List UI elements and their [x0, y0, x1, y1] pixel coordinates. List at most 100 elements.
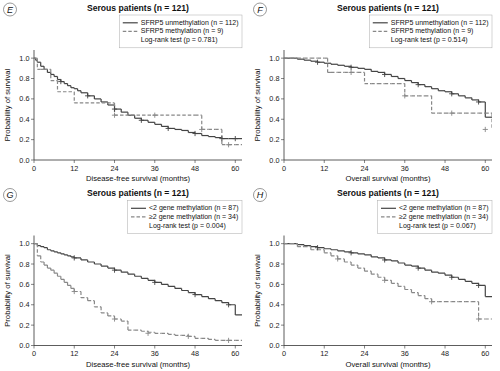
y-tick	[281, 139, 284, 140]
x-tick-label: 12	[320, 349, 328, 358]
step-segment	[371, 274, 378, 275]
step-segment	[324, 252, 331, 253]
step-segment	[304, 60, 311, 61]
plot-area	[34, 236, 242, 346]
step-segment	[175, 288, 182, 289]
step-segment	[235, 144, 242, 145]
figure: 012243648600.00.20.40.60.81.0Disease-fre…	[0, 0, 500, 371]
y-tick-label: 0.4	[19, 115, 29, 124]
censor-mark	[476, 99, 481, 104]
censor-mark	[335, 256, 340, 261]
step-segment	[291, 58, 298, 59]
y-tick-label: 1.0	[269, 54, 279, 63]
censor-mark	[219, 136, 224, 141]
step-segment	[458, 279, 465, 280]
step-segment	[195, 115, 202, 116]
step-segment	[385, 83, 392, 84]
legend: <2 gene methylation (n = 87)≥2 gene meth…	[127, 201, 242, 234]
y-tick	[31, 284, 34, 285]
step-segment	[148, 280, 155, 281]
censor-mark	[382, 257, 387, 262]
step-segment	[101, 265, 108, 266]
step-segment	[371, 256, 378, 257]
legend-entry: Log-rank test (p = 0.004)	[149, 222, 226, 230]
step-segment	[371, 83, 378, 84]
y-tick	[31, 160, 34, 161]
legend-swatch	[373, 22, 388, 23]
step-segment	[215, 340, 222, 341]
step-segment	[479, 113, 486, 114]
panel: 012243648600.00.20.40.60.81.0Disease-fre…	[3, 3, 242, 184]
title: Serous patients (n = 121)	[87, 188, 189, 198]
x-tick-label: 48	[441, 349, 449, 358]
y-tick	[281, 264, 284, 265]
step-segment	[222, 302, 229, 303]
x-axis-line	[284, 345, 492, 346]
step-segment	[371, 71, 378, 72]
y-tick-label: 0.2	[269, 321, 279, 330]
panel: 012243648600.00.20.40.60.81.0Overall sur…	[253, 3, 492, 184]
censor-mark	[166, 126, 171, 131]
step-segment	[445, 91, 452, 92]
x-tick-label: 0	[282, 349, 286, 358]
y-axis-line	[34, 50, 35, 160]
legend-swatch	[123, 31, 138, 32]
step-segment	[378, 277, 385, 278]
x-tick-label: 48	[191, 349, 199, 358]
plot-area	[284, 50, 492, 160]
step-segment	[57, 91, 74, 92]
censor-mark	[72, 255, 77, 260]
panel-label-circle	[254, 189, 267, 202]
censor-mark	[449, 91, 454, 96]
step-segment	[51, 80, 58, 81]
legend-entry: SFRP5 methylation (n = 9)	[391, 27, 474, 35]
censor-mark	[186, 334, 191, 339]
step-segment	[405, 80, 412, 81]
step-segment	[215, 137, 222, 138]
x-tick-label: 12	[320, 164, 328, 173]
x-tick-label: 0	[32, 349, 36, 358]
legend-entry: <2 gene methylation (n = 87)	[399, 204, 489, 212]
step-segment	[398, 262, 405, 263]
step-segment	[208, 136, 215, 137]
step-segment	[215, 300, 222, 301]
legend-swatch	[123, 22, 138, 23]
y-tick-label: 0.4	[269, 115, 279, 124]
y-tick	[31, 243, 34, 244]
legend-entry: Log-rank test (p = 0.067)	[399, 222, 476, 230]
step-segment	[141, 278, 148, 279]
step-segment	[208, 339, 215, 340]
step-segment	[338, 65, 345, 66]
step-segment	[411, 95, 418, 96]
step-segment	[297, 58, 304, 59]
step-segment	[155, 124, 162, 125]
step-segment	[425, 95, 432, 96]
y-tick-label: 0.6	[19, 280, 29, 289]
x-axis-line	[34, 345, 242, 346]
y-tick	[31, 345, 34, 346]
step-segment	[121, 112, 128, 113]
step-segment	[81, 259, 88, 260]
y-tick	[31, 304, 34, 305]
censor-mark	[112, 113, 117, 118]
step-segment	[432, 113, 439, 114]
legend-swatch	[131, 208, 146, 209]
step-segment	[175, 129, 182, 130]
step-segment	[135, 276, 142, 277]
censor-mark	[382, 278, 387, 283]
y-axis-label: Probability of survival	[3, 68, 12, 141]
panel-label: G	[6, 190, 13, 200]
y-tick	[31, 78, 34, 79]
step-segment	[304, 58, 311, 59]
y-axis-line	[284, 236, 285, 346]
legend-swatch	[131, 216, 146, 217]
data-layer	[284, 244, 492, 322]
step-segment	[155, 115, 195, 116]
step-segment	[378, 83, 385, 84]
y-tick	[31, 264, 34, 265]
censor-mark	[112, 268, 117, 273]
x-tick-label: 36	[151, 349, 159, 358]
censor-mark	[226, 302, 231, 307]
censor-mark	[152, 280, 157, 285]
legend: SFRP5 unmethylation (n = 112)SFRP5 methy…	[369, 15, 492, 48]
